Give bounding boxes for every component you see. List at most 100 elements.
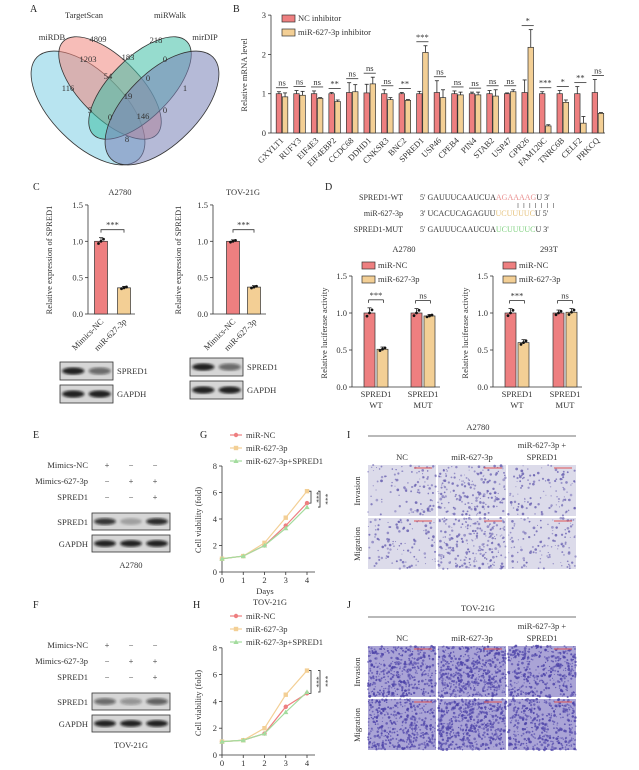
stained-cell	[410, 645, 412, 647]
stained-cell	[510, 546, 513, 549]
stained-cell	[454, 665, 457, 667]
stained-cell	[390, 666, 394, 670]
stained-cell	[368, 546, 371, 549]
stained-cell	[548, 481, 551, 484]
series-line	[221, 506, 308, 560]
stained-cell	[422, 690, 425, 693]
stained-cell	[464, 687, 467, 690]
stained-cell	[383, 647, 385, 650]
stained-cell	[419, 512, 422, 516]
chart-title: A2780	[108, 187, 131, 197]
stained-cell	[439, 497, 443, 501]
stained-cell	[533, 722, 537, 725]
stained-cell	[429, 684, 431, 686]
stained-cell	[508, 649, 512, 652]
stained-cell	[449, 674, 453, 677]
stained-cell	[565, 669, 567, 672]
stained-cell	[511, 527, 514, 530]
stained-cell	[445, 679, 447, 681]
stained-cell	[399, 738, 402, 741]
stained-cell	[541, 722, 545, 726]
stained-cell	[543, 699, 546, 702]
stained-cell	[474, 538, 476, 540]
stained-cell	[550, 667, 553, 671]
stained-cell	[513, 657, 515, 659]
stained-cell	[443, 703, 446, 705]
stained-cell	[463, 517, 466, 520]
stained-cell	[504, 657, 507, 660]
transwell-image	[437, 464, 507, 517]
stained-cell	[559, 706, 561, 708]
stained-cell	[460, 685, 463, 687]
stained-cell	[405, 685, 407, 688]
stained-cell	[413, 716, 416, 718]
stained-cell	[470, 508, 473, 511]
stained-cell	[370, 691, 373, 693]
stained-cell	[429, 712, 432, 715]
stained-cell	[388, 651, 390, 654]
stained-cell	[565, 510, 568, 513]
stained-cell	[418, 470, 420, 473]
stained-cell	[513, 525, 515, 527]
stained-cell	[540, 690, 543, 694]
stained-cell	[491, 548, 493, 550]
stained-cell	[464, 729, 468, 732]
stained-cell	[538, 720, 541, 722]
stained-cell	[494, 714, 498, 717]
stained-cell	[399, 666, 401, 668]
stained-cell	[369, 713, 371, 716]
stained-cell	[424, 529, 428, 532]
stained-cell	[568, 706, 570, 709]
data-point	[506, 314, 510, 318]
y-axis-label: Relative mRNA level	[239, 38, 249, 112]
stained-cell	[503, 528, 506, 531]
stained-cell	[520, 690, 523, 693]
stained-cell	[567, 664, 570, 668]
stained-cell	[458, 498, 462, 502]
stained-cell	[434, 558, 436, 560]
stained-cell	[384, 734, 387, 737]
stained-cell	[570, 677, 573, 680]
stained-cell	[430, 741, 434, 745]
stained-cell	[573, 507, 576, 509]
column-header: miR-627-3p	[451, 633, 493, 643]
stained-cell	[403, 549, 405, 552]
stained-cell	[557, 497, 561, 501]
stained-cell	[468, 561, 471, 564]
stained-cell	[368, 533, 371, 536]
stained-cell	[476, 659, 479, 662]
stained-cell	[446, 692, 449, 694]
stained-cell	[468, 479, 470, 481]
data-point	[570, 310, 573, 314]
stained-cell	[467, 482, 470, 485]
stained-cell	[493, 480, 497, 484]
stained-cell	[409, 464, 412, 468]
stained-cell	[370, 727, 373, 730]
stained-cell	[386, 649, 389, 653]
stained-cell	[441, 679, 444, 682]
transwell-image	[367, 518, 437, 570]
stained-cell	[406, 746, 408, 748]
stained-cell	[564, 661, 566, 663]
stained-cell	[492, 526, 494, 528]
stained-cell	[422, 671, 424, 674]
stained-cell	[514, 655, 517, 659]
binding-site-sequences: SPRED1-WT 5' GAUUUCAAUCUAAGAAAAGU 3'miR-6…	[354, 193, 554, 234]
stained-cell	[439, 742, 442, 745]
stained-cell	[526, 747, 530, 751]
stained-cell	[449, 533, 451, 536]
stained-cell	[431, 645, 435, 649]
stained-cell	[492, 718, 494, 720]
stained-cell	[571, 691, 574, 694]
stained-cell	[548, 719, 550, 722]
stained-cell	[476, 647, 479, 650]
transwell-title: A2780	[466, 422, 489, 432]
stained-cell	[455, 562, 457, 565]
data-point	[229, 240, 232, 244]
stained-cell	[439, 539, 442, 543]
stained-cell	[418, 717, 421, 720]
stained-cell	[496, 649, 498, 652]
significance-label: ns	[561, 291, 569, 301]
stained-cell	[483, 731, 486, 734]
stained-cell	[481, 645, 484, 648]
